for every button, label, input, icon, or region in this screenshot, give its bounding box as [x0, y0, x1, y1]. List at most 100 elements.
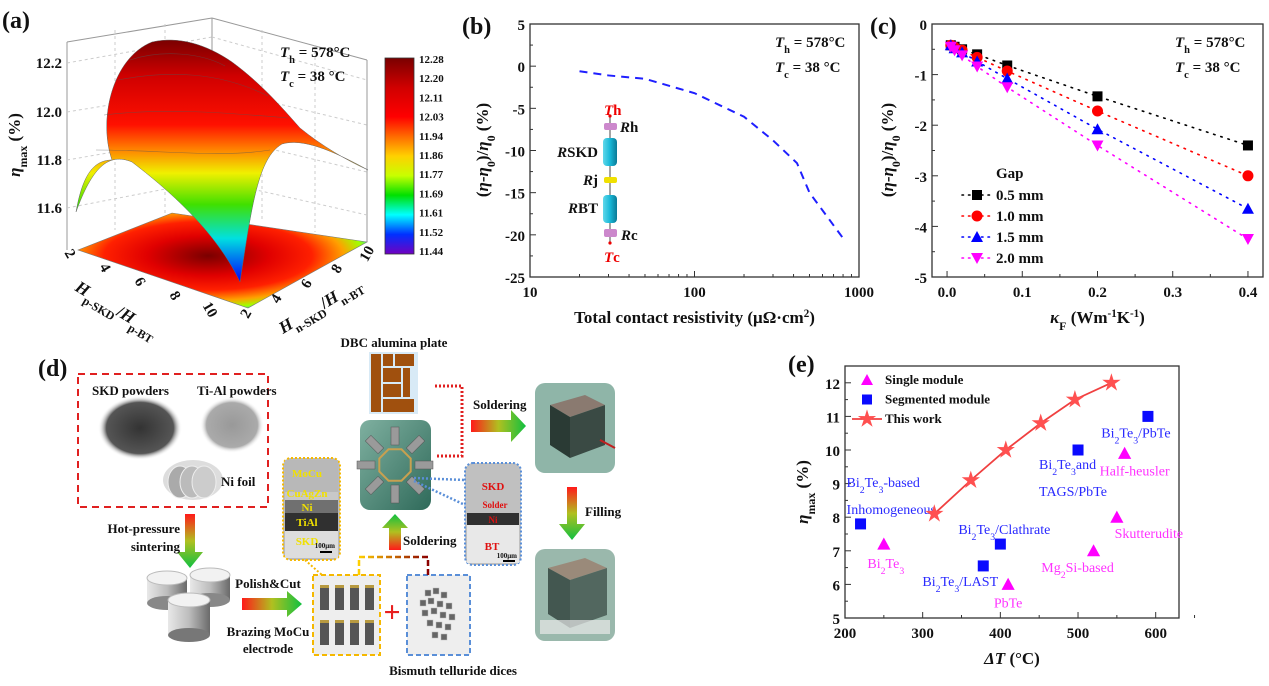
y-tick-label: 7 [833, 545, 841, 561]
label-part: c [631, 228, 638, 244]
label-part: 0 [889, 135, 903, 141]
label-part: c [784, 70, 789, 81]
y-tick-label: 8 [833, 511, 841, 527]
layer-label: TiAl [296, 517, 317, 529]
x-tick-label: 0.3 [1163, 285, 1182, 301]
x-tick-label: 200 [834, 626, 857, 642]
triangle-down-marker [948, 45, 961, 57]
callout-line [304, 559, 323, 576]
bt-leg [356, 460, 376, 470]
label-part: - [878, 176, 897, 182]
skd-powders-label: SKD powders [92, 383, 169, 398]
skd-leg [365, 620, 374, 645]
colorbar [384, 57, 415, 255]
label-part: 3 [954, 583, 959, 594]
y-tick: 10 [357, 244, 378, 265]
legend-label: Segmented module [885, 392, 990, 407]
legend: 0.5 mm 1.0 mm 1.5 mm 2.0 mm [961, 188, 1044, 267]
triangle-down-marker [956, 50, 969, 62]
label-part: Bi [1101, 426, 1114, 441]
label-part: T [604, 103, 614, 119]
triangle-down-marker [971, 61, 984, 73]
triangle-down-marker [971, 253, 983, 264]
y-tick-label: -5 [513, 102, 526, 118]
rc-label: Rc [620, 228, 638, 244]
label-part: max [804, 493, 818, 515]
layer-label: Solder [482, 500, 507, 510]
y-tick-label: 5 [833, 612, 841, 628]
point-label: Half-heusler [1100, 464, 1170, 479]
legend-title: Gap [996, 166, 1024, 182]
y-tick-label: 12 [825, 377, 840, 393]
label-part: Te [886, 557, 900, 572]
square-marker [862, 394, 872, 405]
label-part: Half-heusler [1100, 464, 1170, 479]
point-label: Mg2Si-based [1041, 561, 1114, 581]
label-part: η [473, 182, 492, 191]
rskd-label: RSKD [556, 145, 598, 161]
scale-bar [320, 551, 332, 553]
point-label: Inhomogeneous [847, 503, 936, 518]
label-part: 0 [484, 161, 498, 167]
brazing-label: Brazing MoCu [227, 624, 310, 639]
soldering-label: Soldering [473, 397, 527, 412]
colorbar-tick: 11.44 [419, 246, 444, 258]
label-part: Mg [1041, 561, 1060, 576]
label-part: j [592, 173, 598, 189]
star-marker [1065, 390, 1084, 408]
panel-label-d: (d) [38, 356, 67, 382]
bt-resistor [603, 195, 617, 223]
colorbar-tick: 12.03 [419, 112, 444, 124]
skd-legs [320, 585, 374, 645]
plot-frame [844, 365, 1180, 619]
up-arrow-icon [382, 514, 408, 550]
point-label: TAGS/PbTe [1039, 485, 1107, 500]
y-tick-label: 9 [833, 478, 841, 494]
label-part: 3 [990, 532, 995, 543]
label-part: 2 [1061, 569, 1066, 580]
layer-label: Ni [302, 502, 313, 514]
point-label: Bi2Te3and [1039, 458, 1096, 478]
y-tick-label: -15 [505, 187, 525, 203]
label-part: η [878, 141, 897, 150]
label-part: = 38 °C [1189, 60, 1241, 76]
square-marker [1002, 60, 1013, 71]
label-part: /Clathrate [995, 523, 1050, 538]
label-part: Bi [847, 476, 860, 491]
panel-a: (a) 12.2 12.0 11 [2, 8, 444, 346]
dbc-bracket [435, 384, 464, 458]
label-part: R [619, 120, 630, 136]
label-part: 2 [1115, 435, 1120, 446]
x-tick-label: 0.4 [1239, 285, 1258, 301]
callout-line [413, 476, 466, 507]
x-tick-label: 400 [989, 626, 1012, 642]
skd-leg [335, 620, 344, 645]
label-part: = 578°C [1190, 35, 1245, 51]
circle-marker [971, 210, 983, 222]
x-tick-label: 500 [1067, 626, 1090, 642]
panel-d: (d) SKD powders Ti-Al powders Ni foil Ho… [38, 335, 622, 678]
square-marker [994, 538, 1006, 550]
layer-label: MoCu [292, 468, 322, 480]
y-tick-label: 5 [518, 18, 526, 34]
label-part: Skutterudite [1115, 527, 1183, 542]
label-part: and [1076, 458, 1096, 473]
y-tick: 8 [328, 262, 346, 276]
legend-label: 0.5 mm [996, 188, 1044, 204]
surface-contours [95, 53, 289, 154]
label-part: T [604, 250, 614, 266]
star-marker [961, 470, 980, 488]
label-part: )/ [473, 150, 492, 161]
label-part: )/ [878, 150, 897, 161]
plus-icon: + [383, 596, 400, 629]
triangle-down-marker [1091, 140, 1104, 152]
dbc-label: DBC alumina plate [341, 335, 448, 350]
z-tick: 11.8 [37, 153, 62, 169]
x-tick: 10 [199, 300, 220, 321]
skd-leg [350, 620, 359, 645]
down-arrow-icon [559, 487, 585, 540]
label-part: T [1175, 35, 1185, 51]
rj-label: Rj [582, 173, 598, 189]
skd-leg [335, 585, 344, 610]
